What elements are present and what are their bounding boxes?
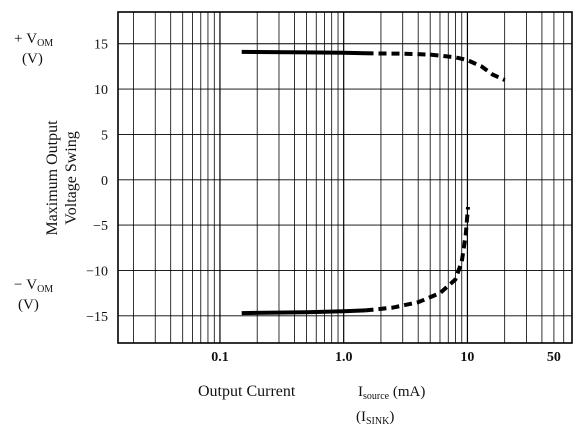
positive-swing-solid-line [241,49,366,56]
y-tick-label: 5 [101,128,108,143]
x-tick-label: 1.0 [335,350,353,365]
x-axis-symbol-alt: (ISINK) [356,409,395,427]
y-tick-label: 0 [101,174,108,189]
y-tick-label: 10 [94,83,108,98]
grid [118,12,572,343]
positive-swing-dashed-line [365,51,506,82]
curves [241,49,506,316]
y-bottom-unit: (V) [18,297,39,313]
y-bottom-label: − VOM [14,277,54,295]
x-axis-unit: (mA) [392,384,426,400]
negative-swing-dashed-line [365,206,470,313]
plot-frame [117,11,573,344]
y-axis-label-line2: Voltage Swing [63,131,80,225]
y-tick-label: −15 [86,310,108,325]
x-tick-label: 50 [547,350,561,365]
y-tick-label: −10 [86,264,108,279]
y-top-unit: (V) [22,51,43,67]
y-axis-label-line1: Maximum Output [44,120,61,236]
y-tick-label: 15 [94,38,108,53]
x-tick-label: 10 [460,350,474,365]
y-tick-label: −5 [93,219,108,234]
y-top-label: + VOM [14,31,54,49]
negative-swing-solid-line [241,308,366,316]
x-axis-symbol: Isource (mA) [358,384,426,402]
x-axis-label: Output Current [198,383,296,400]
x-tick-label: 0.1 [211,350,229,365]
